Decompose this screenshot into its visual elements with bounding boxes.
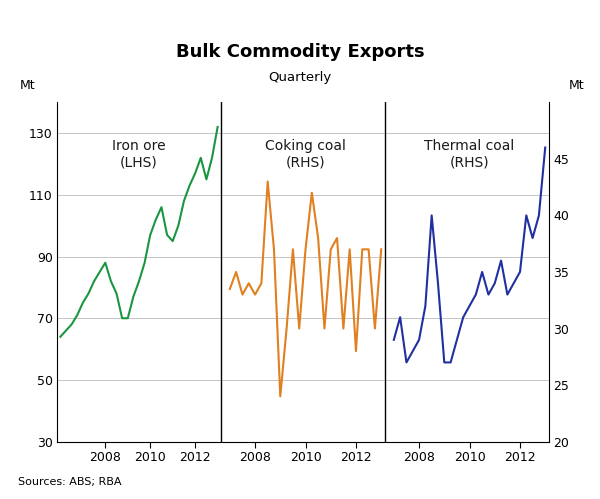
Text: Mt: Mt [569, 79, 584, 92]
Text: Coking coal
(RHS): Coking coal (RHS) [265, 139, 346, 170]
Text: Thermal coal
(RHS): Thermal coal (RHS) [424, 139, 515, 170]
Text: Bulk Commodity Exports: Bulk Commodity Exports [176, 43, 424, 61]
Text: Sources: ABS; RBA: Sources: ABS; RBA [18, 477, 121, 487]
Text: Mt: Mt [20, 79, 36, 92]
Text: Iron ore
(LHS): Iron ore (LHS) [112, 139, 166, 170]
Text: Quarterly: Quarterly [268, 71, 332, 84]
